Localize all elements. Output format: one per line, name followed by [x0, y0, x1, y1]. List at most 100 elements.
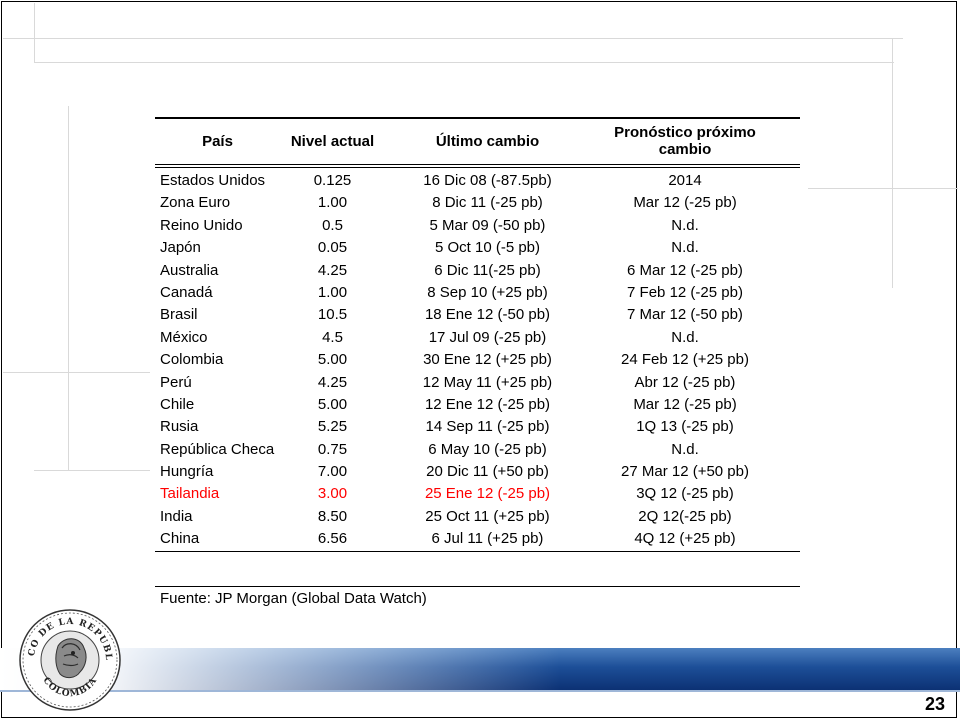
cell-nivel: 4.25 [317, 373, 348, 391]
cell-ultimo: 30 Ene 12 (+25 pb) [423, 351, 552, 369]
cell-pais: Japón [160, 239, 201, 257]
cell-pais: Colombia [160, 351, 224, 369]
cell-ultimo: 6 Jul 11 (+25 pb) [431, 530, 544, 548]
cell-ultimo: 25 Oct 11 (+25 pb) [425, 507, 550, 525]
header-rule [155, 164, 800, 165]
header-nivel-actual: Nivel actual [290, 132, 375, 150]
cell-ultimo: 12 Ene 12 (-25 pb) [424, 395, 551, 413]
cell-pais: China [160, 530, 200, 548]
cell-ultimo: 5 Oct 10 (-5 pb) [434, 239, 541, 257]
table-row: Brasil 10.5 18 Ene 12 (-50 pb) 7 Mar 12 (-5… [150, 304, 805, 326]
cell-nivel: 5.00 [317, 351, 348, 369]
table-row: Colombia 5.00 30 Ene 12 (+25 pb) 24 Feb 12 … [150, 349, 805, 371]
table-row: China 6.56 6 Jul 11 (+25 pb) 4Q 12 (+25 pb) [150, 528, 805, 550]
cell-pais: México [160, 328, 208, 346]
table-row: México 4.5 17 Jul 09 (-25 pb) N.d. [150, 327, 805, 349]
cell-pronostico: 4Q 12 (+25 pb) [634, 530, 736, 548]
cell-pais: República Checa [160, 440, 275, 458]
cell-ultimo: 20 Dic 11 (+50 pb) [426, 463, 549, 481]
cell-pronostico: 3Q 12 (-25 pb) [636, 485, 734, 503]
cell-nivel: 0.125 [313, 172, 352, 189]
table-top-rule [155, 117, 800, 119]
cell-pronostico: Mar 12 (-25 pb) [633, 194, 737, 212]
cell-ultimo: 6 May 10 (-25 pb) [428, 440, 547, 458]
cell-pronostico: N.d. [671, 328, 699, 346]
cell-nivel: 0.5 [322, 216, 343, 234]
table-row: Rusia 5.25 14 Sep 11 (-25 pb) 1Q 13 (-25 pb… [150, 416, 805, 438]
table-header-row: País Nivel actual Último cambio Pronósti… [150, 118, 805, 164]
table-row: Chile 5.00 12 Ene 12 (-25 pb) Mar 12 (-25 p… [150, 394, 805, 416]
cell-pronostico: N.d. [671, 216, 699, 234]
cell-pronostico: N.d. [671, 239, 699, 257]
cell-pronostico: 1Q 13 (-25 pb) [636, 418, 734, 436]
header-pais: País [202, 132, 233, 150]
table-row: República Checa 0.75 6 May 10 (-25 pb) N.d. [150, 439, 805, 461]
cell-pais: Canadá [160, 283, 213, 301]
cell-pais: Chile [160, 395, 195, 413]
cell-pronostico: 7 Mar 12 (-50 pb) [627, 306, 743, 324]
cell-pronostico: 6 Mar 12 (-25 pb) [627, 261, 743, 279]
source-note: Fuente: JP Morgan (Global Data Watch) [160, 590, 427, 607]
decorative-line [34, 3, 35, 63]
table-body: Estados Unidos 0.125 16 Dic 08 (-87.5pb) 20… [150, 170, 805, 551]
cell-nivel: 0.05 [317, 239, 348, 257]
cell-ultimo: 14 Sep 11 (-25 pb) [425, 418, 550, 436]
cell-pais: Rusia [160, 418, 199, 436]
decorative-line [808, 188, 958, 189]
table-row: Zona Euro 1.00 8 Dic 11 (-25 pb) Mar 12 (-2… [150, 192, 805, 214]
cell-ultimo: 25 Ene 12 (-25 pb) [424, 485, 551, 503]
table-row: Reino Unido 0.5 5 Mar 09 (-50 pb) N.d. [150, 215, 805, 237]
decorative-line [892, 38, 893, 288]
cell-pronostico: Abr 12 (-25 pb) [634, 373, 736, 391]
table-row: Japón 0.05 5 Oct 10 (-5 pb) N.d. [150, 237, 805, 259]
cell-ultimo: 5 Mar 09 (-50 pb) [429, 216, 546, 234]
table-bottom-rule [155, 551, 800, 552]
interest-rate-table: País Nivel actual Último cambio Pronósti… [150, 110, 805, 610]
cell-ultimo: 18 Ene 12 (-50 pb) [424, 306, 551, 324]
cell-pronostico: N.d. [671, 440, 699, 458]
cell-pronostico: 2Q 12(-25 pb) [638, 507, 732, 525]
cell-nivel: 8.50 [317, 507, 348, 525]
cell-pais: Australia [160, 261, 219, 279]
cell-pronostico: 7 Feb 12 (-25 pb) [627, 283, 743, 301]
cell-pais: Hungría [160, 463, 214, 481]
footer-band-underline [0, 690, 960, 692]
decorative-line [68, 106, 69, 471]
page-number: 23 [924, 694, 945, 714]
cell-pais: Tailandia [160, 485, 220, 503]
cell-pais: Zona Euro [160, 194, 231, 212]
cell-nivel: 3.00 [317, 485, 348, 503]
decorative-line [3, 372, 150, 373]
cell-pais: Estados Unidos [160, 172, 266, 189]
header-ultimo-cambio: Último cambio [435, 132, 540, 150]
cell-pais: Brasil [160, 306, 198, 324]
table-row: Hungría 7.00 20 Dic 11 (+50 pb) 27 Mar 12 (… [150, 461, 805, 483]
table-row: Canadá 1.00 8 Sep 10 (+25 pb) 7 Feb 12 (-25… [150, 282, 805, 304]
cell-pronostico: 27 Mar 12 (+50 pb) [621, 463, 749, 481]
banco-de-la-republica-seal-icon: BANCO DE LA REPUBLICA COLOMBIA [18, 608, 121, 711]
decorative-line [3, 38, 903, 39]
header-pronostico: Pronóstico próximo cambio [614, 124, 756, 158]
decorative-line [34, 470, 150, 471]
cell-pais: Reino Unido [160, 216, 243, 234]
cell-nivel: 4.25 [317, 261, 348, 279]
header-rule [155, 167, 800, 168]
cell-nivel: 4.5 [322, 328, 343, 346]
cell-nivel: 5.00 [317, 395, 348, 413]
source-rule [155, 586, 800, 587]
decorative-line [34, 62, 894, 63]
cell-pais: Perú [160, 373, 192, 391]
cell-ultimo: 8 Sep 10 (+25 pb) [427, 283, 548, 301]
table-row: Australia 4.25 6 Dic 11(-25 pb) 6 Mar 12 (-… [150, 260, 805, 282]
table-row: India 8.50 25 Oct 11 (+25 pb) 2Q 12(-25 pb) [150, 506, 805, 528]
cell-nivel: 0.75 [317, 440, 348, 458]
cell-pronostico: 24 Feb 12 (+25 pb) [620, 351, 749, 369]
cell-ultimo: 12 May 11 (+25 pb) [422, 373, 553, 391]
table-row-highlighted: Tailandia 3.00 25 Ene 12 (-25 pb) 3Q 12 (-2… [150, 483, 805, 505]
cell-nivel: 5.25 [317, 418, 348, 436]
cell-nivel: 1.00 [317, 283, 348, 301]
cell-pronostico: 2014 [668, 172, 702, 189]
cell-nivel: 1.00 [317, 194, 348, 212]
cell-pais: India [160, 507, 193, 525]
